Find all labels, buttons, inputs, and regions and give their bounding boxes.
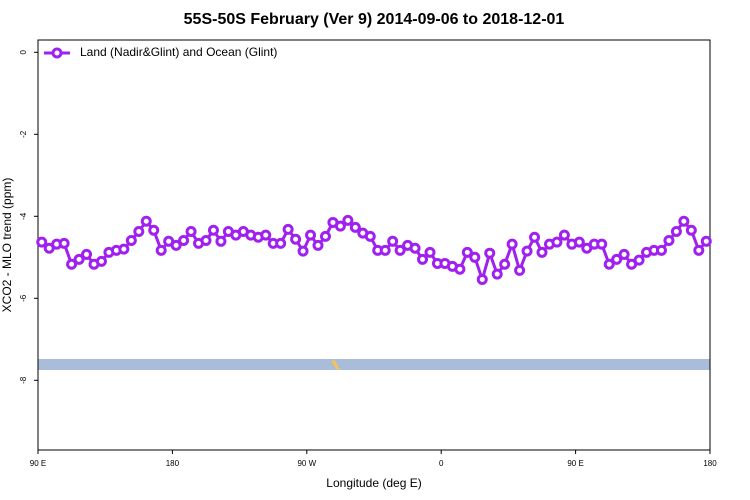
point [409, 242, 421, 254]
point [58, 237, 70, 249]
point [469, 251, 481, 263]
land-patch [331, 360, 340, 370]
point [148, 224, 160, 236]
point [476, 273, 488, 285]
point [491, 268, 503, 280]
point [215, 235, 227, 247]
point [611, 253, 623, 265]
point [207, 224, 219, 236]
point [551, 236, 563, 248]
point [155, 244, 167, 256]
point [529, 231, 541, 243]
point [342, 214, 354, 226]
point [596, 238, 608, 250]
point [185, 225, 197, 237]
y-axis-label: XCO2 - MLO trend (ppm) [0, 178, 14, 313]
point [118, 243, 130, 255]
point [312, 239, 324, 251]
point [685, 224, 697, 236]
point [387, 235, 399, 247]
point [140, 215, 152, 227]
point [305, 229, 317, 241]
y-tick-label: -4 [19, 212, 28, 220]
point [170, 239, 182, 251]
point [66, 258, 78, 270]
point [379, 244, 391, 256]
point [536, 246, 548, 258]
point [678, 215, 690, 227]
point [200, 234, 212, 246]
point [36, 236, 48, 248]
x-tick-label: 90 E [567, 459, 583, 468]
point [499, 258, 511, 270]
point [454, 263, 466, 275]
point [297, 245, 309, 257]
point [663, 234, 675, 246]
point [603, 258, 615, 270]
x-axis-label: Longitude (deg E) [326, 476, 421, 490]
point [73, 253, 85, 265]
x-tick-label: 180 [703, 459, 717, 468]
point [461, 246, 473, 258]
point [417, 253, 429, 265]
y-tick-label: 0 [19, 50, 28, 55]
point [275, 237, 287, 249]
x-tick-label: 90 E [30, 459, 46, 468]
point [319, 230, 331, 242]
legend-label: Land (Nadir&Glint) and Ocean (Glint) [80, 45, 277, 59]
point [334, 220, 346, 232]
y-tick-label: -6 [19, 294, 28, 302]
x-tick-label: 180 [166, 459, 180, 468]
point [693, 244, 705, 256]
point [670, 225, 682, 237]
point [95, 255, 107, 267]
point [424, 246, 436, 258]
point [521, 245, 533, 257]
point [81, 248, 93, 260]
point [633, 254, 645, 266]
x-tick-label: 90 W [297, 459, 316, 468]
point [178, 234, 190, 246]
point [290, 233, 302, 245]
map-strip [38, 359, 710, 370]
point [364, 230, 376, 242]
point [260, 229, 272, 241]
point [282, 223, 294, 235]
y-tick-label: -8 [19, 376, 28, 384]
y-tick-label: -2 [19, 130, 28, 138]
point [700, 235, 712, 247]
point [655, 244, 667, 256]
point [573, 236, 585, 248]
chart-title: 55S-50S February (Ver 9) 2014-09-06 to 2… [184, 11, 565, 28]
point [618, 248, 630, 260]
point [125, 234, 137, 246]
x-tick-label: 0 [439, 459, 444, 468]
point [558, 229, 570, 241]
point [133, 225, 145, 237]
point [484, 247, 496, 259]
legend-marker [51, 47, 63, 59]
point [514, 264, 526, 276]
point [349, 221, 361, 233]
point [394, 244, 406, 256]
point [506, 238, 518, 250]
